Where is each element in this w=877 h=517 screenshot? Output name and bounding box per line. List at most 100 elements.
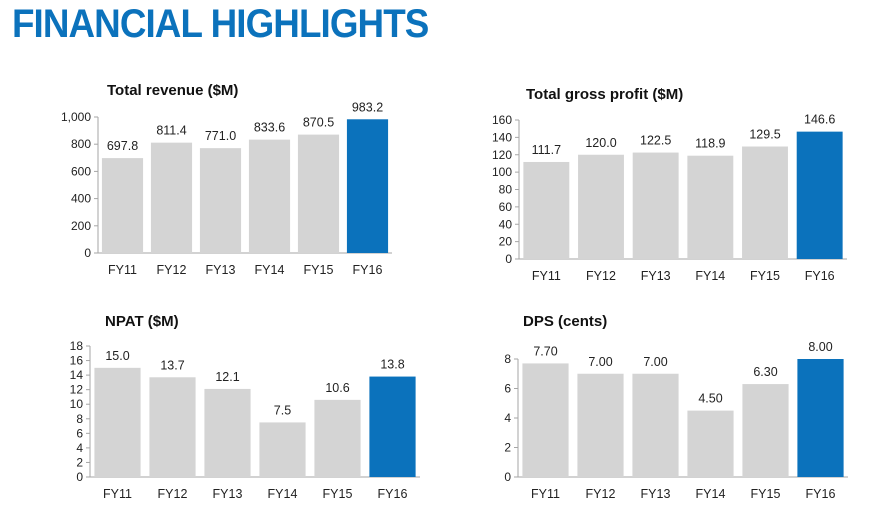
y-tick-label: 0 bbox=[504, 470, 511, 484]
x-tick-label: FY12 bbox=[157, 263, 187, 277]
x-tick-label: FY12 bbox=[586, 269, 616, 283]
bar-fy12 bbox=[150, 142, 193, 253]
chart-dps: DPS (cents) 0 2 4 6 8 7.70 FY11 7.00 FY12 7.00 FY13… bbox=[504, 313, 848, 501]
data-label: 10.6 bbox=[325, 381, 349, 395]
data-label: 870.5 bbox=[303, 116, 334, 130]
y-tick-label: 12 bbox=[70, 383, 84, 397]
x-tick-label: FY12 bbox=[158, 487, 188, 501]
x-tick-label: FY11 bbox=[532, 269, 561, 283]
x-tick-label: FY14 bbox=[255, 263, 285, 277]
data-label: 120.0 bbox=[585, 136, 616, 150]
y-tick-label: 8 bbox=[76, 412, 83, 426]
data-label: 7.70 bbox=[533, 344, 557, 358]
y-tick-label: 100 bbox=[492, 165, 512, 179]
bar-fy16 bbox=[369, 376, 416, 477]
data-label: 13.7 bbox=[160, 358, 184, 372]
bar-fy14 bbox=[259, 422, 306, 477]
y-tick-label: 60 bbox=[499, 200, 513, 214]
data-label: 697.8 bbox=[107, 139, 138, 153]
y-tick-label: 2 bbox=[504, 441, 511, 455]
chart-title: NPAT ($M) bbox=[105, 313, 179, 330]
data-label: 111.7 bbox=[532, 143, 561, 157]
bar-fy11 bbox=[523, 161, 570, 259]
data-label: 7.00 bbox=[588, 355, 612, 369]
bar-fy12 bbox=[149, 377, 196, 477]
data-label: 15.0 bbox=[105, 349, 129, 363]
bar-fy12 bbox=[578, 154, 624, 259]
data-label: 833.6 bbox=[254, 121, 285, 135]
x-tick-label: FY13 bbox=[206, 263, 236, 277]
bar-fy14 bbox=[248, 139, 291, 253]
y-tick-label: 140 bbox=[492, 130, 512, 144]
y-tick-label: 4 bbox=[504, 411, 511, 425]
data-label: 6.30 bbox=[753, 365, 777, 379]
bar-fy14 bbox=[687, 155, 734, 259]
x-tick-label: FY14 bbox=[696, 487, 726, 501]
data-label: 118.9 bbox=[695, 137, 725, 151]
y-tick-label: 80 bbox=[499, 183, 513, 197]
bar-fy16 bbox=[796, 131, 843, 259]
y-tick-label: 400 bbox=[71, 192, 91, 206]
y-tick-label: 800 bbox=[71, 137, 91, 151]
bar-fy15 bbox=[314, 399, 361, 477]
x-tick-label: FY14 bbox=[268, 487, 298, 501]
y-tick-label: 2 bbox=[76, 455, 83, 469]
y-tick-label: 40 bbox=[499, 217, 513, 231]
data-label: 129.5 bbox=[749, 127, 780, 141]
x-tick-label: FY15 bbox=[304, 263, 334, 277]
x-tick-label: FY16 bbox=[806, 487, 836, 501]
x-tick-label: FY12 bbox=[586, 487, 616, 501]
data-label: 12.1 bbox=[215, 370, 239, 384]
y-tick-label: 160 bbox=[492, 113, 512, 127]
x-tick-label: FY13 bbox=[641, 487, 671, 501]
chart-total-revenue: Total revenue ($M) 0 200 400 600 800 1,000 697.… bbox=[61, 82, 392, 277]
data-label: 4.50 bbox=[698, 392, 722, 406]
y-tick-label: 0 bbox=[505, 252, 512, 266]
bar-fy16 bbox=[346, 119, 389, 253]
data-label: 8.00 bbox=[808, 340, 832, 354]
data-label: 146.6 bbox=[804, 113, 835, 127]
bar-fy13 bbox=[632, 152, 679, 259]
y-tick-label: 14 bbox=[70, 368, 84, 382]
chart-title: DPS (cents) bbox=[523, 313, 607, 330]
x-tick-label: FY16 bbox=[378, 487, 408, 501]
bar-fy11 bbox=[522, 363, 569, 477]
data-label: 13.8 bbox=[380, 358, 404, 372]
y-tick-label: 4 bbox=[76, 441, 83, 455]
x-tick-label: FY11 bbox=[531, 487, 560, 501]
bar-fy15 bbox=[297, 134, 340, 253]
y-tick-label: 0 bbox=[76, 470, 83, 484]
chart-title: Total revenue ($M) bbox=[107, 82, 238, 99]
x-tick-label: FY11 bbox=[103, 487, 132, 501]
x-tick-label: FY15 bbox=[323, 487, 353, 501]
data-label: 771.0 bbox=[205, 129, 236, 143]
y-tick-label: 6 bbox=[76, 426, 83, 440]
x-tick-label: FY14 bbox=[695, 269, 725, 283]
data-label: 122.5 bbox=[640, 134, 671, 148]
y-tick-label: 20 bbox=[499, 235, 513, 249]
y-tick-label: 120 bbox=[492, 148, 512, 162]
x-tick-label: FY13 bbox=[213, 487, 243, 501]
y-tick-label: 600 bbox=[71, 164, 91, 178]
y-tick-label: 0 bbox=[84, 246, 91, 260]
bar-fy16 bbox=[797, 359, 844, 477]
y-tick-label: 200 bbox=[71, 219, 91, 233]
data-label: 7.5 bbox=[274, 403, 291, 417]
chart-gross-profit: Total gross profit ($M) 0 20 40 60 80 100 120 14… bbox=[492, 86, 847, 283]
page-title: FINANCIAL HIGHLIGHTS bbox=[12, 2, 429, 46]
bar-fy12 bbox=[577, 373, 624, 477]
y-tick-label: 1,000 bbox=[61, 110, 91, 124]
x-tick-label: FY15 bbox=[751, 487, 781, 501]
y-tick-label: 10 bbox=[70, 397, 84, 411]
data-label: 7.00 bbox=[643, 355, 667, 369]
x-tick-label: FY11 bbox=[108, 263, 137, 277]
x-tick-label: FY16 bbox=[353, 263, 383, 277]
bar-fy13 bbox=[204, 388, 251, 477]
bar-fy11 bbox=[101, 158, 144, 253]
bar-fy15 bbox=[742, 384, 789, 477]
y-tick-label: 16 bbox=[70, 354, 84, 368]
bar-fy14 bbox=[687, 410, 734, 477]
chart-title: Total gross profit ($M) bbox=[526, 86, 683, 103]
x-tick-label: FY13 bbox=[641, 269, 671, 283]
